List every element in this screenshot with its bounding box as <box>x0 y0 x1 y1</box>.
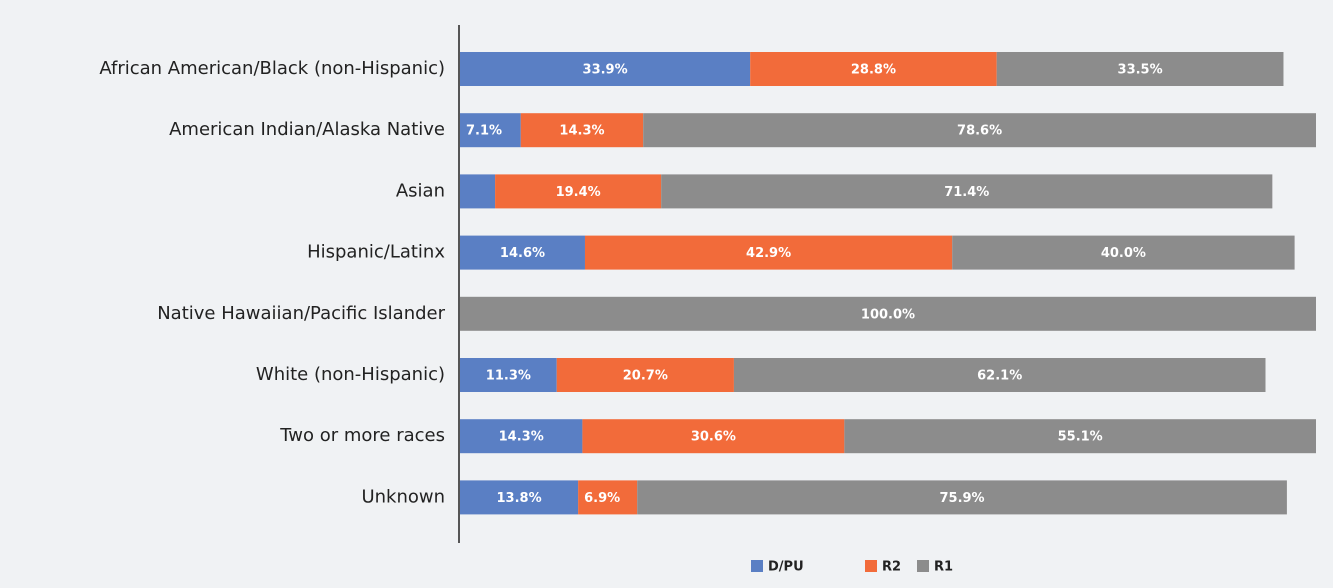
data-label: 55.1% <box>1058 430 1103 445</box>
bar-segment <box>495 174 662 209</box>
data-label: 20.7% <box>623 369 668 384</box>
bar-segment <box>460 235 585 270</box>
category-label: White (non-Hispanic) <box>256 364 445 385</box>
legend-label: R2 <box>882 560 901 575</box>
bar-segment <box>996 52 1284 86</box>
bar-segment <box>520 113 644 148</box>
category-label: American Indian/Alaska Native <box>169 119 445 140</box>
bar-segment <box>750 52 997 86</box>
category-label: Asian <box>396 180 445 201</box>
bar-segment <box>733 358 1266 392</box>
data-label: 30.6% <box>691 430 736 445</box>
data-label: 42.9% <box>746 246 791 261</box>
bar-segment <box>460 52 751 86</box>
legend-swatch <box>917 560 929 572</box>
bar-segment <box>584 235 953 270</box>
bar-segment <box>582 419 845 454</box>
bar-segment <box>578 480 638 515</box>
data-label: 62.1% <box>977 369 1022 384</box>
bar-segment <box>460 174 496 209</box>
bar-segment <box>460 480 579 515</box>
data-label: 71.4% <box>944 185 989 200</box>
data-label: 13.8% <box>497 491 542 506</box>
legend-swatch <box>865 560 877 572</box>
bar-segment <box>460 358 557 392</box>
category-label: Hispanic/Latinx <box>307 242 445 263</box>
category-label: Native Hawaiian/Pacific Islander <box>157 303 445 324</box>
data-label: 7.1% <box>466 124 502 139</box>
data-label: 19.4% <box>556 185 601 200</box>
data-label: 75.9% <box>939 491 984 506</box>
bar-segment <box>460 113 521 148</box>
data-label: 33.5% <box>1118 63 1163 78</box>
data-label: 11.3% <box>486 369 531 384</box>
data-label: 6.9% <box>584 491 620 506</box>
bar-segment <box>460 296 1316 331</box>
bar-segment <box>952 235 1295 270</box>
data-label: 100.0% <box>861 307 915 322</box>
bar-segment <box>844 419 1316 454</box>
legend-swatch <box>751 560 763 572</box>
data-label: 40.0% <box>1101 246 1146 261</box>
bar-segment <box>556 358 734 392</box>
data-label: 28.8% <box>851 63 896 78</box>
bar-segment <box>637 480 1287 515</box>
category-label: Unknown <box>361 486 445 507</box>
category-label: African American/Black (non-Hispanic) <box>99 58 445 79</box>
data-label: 14.6% <box>500 246 545 261</box>
category-label: Two or more races <box>279 425 445 446</box>
data-label: 14.3% <box>499 430 544 445</box>
legend-label: R1 <box>934 560 953 575</box>
bar-segment <box>661 174 1273 209</box>
data-label: 33.9% <box>583 63 628 78</box>
bar-segment <box>460 419 583 454</box>
legend-label: D/PU <box>768 560 804 575</box>
data-label: 14.3% <box>559 124 604 139</box>
data-label: 78.6% <box>957 124 1002 139</box>
bar-segment <box>643 113 1316 148</box>
